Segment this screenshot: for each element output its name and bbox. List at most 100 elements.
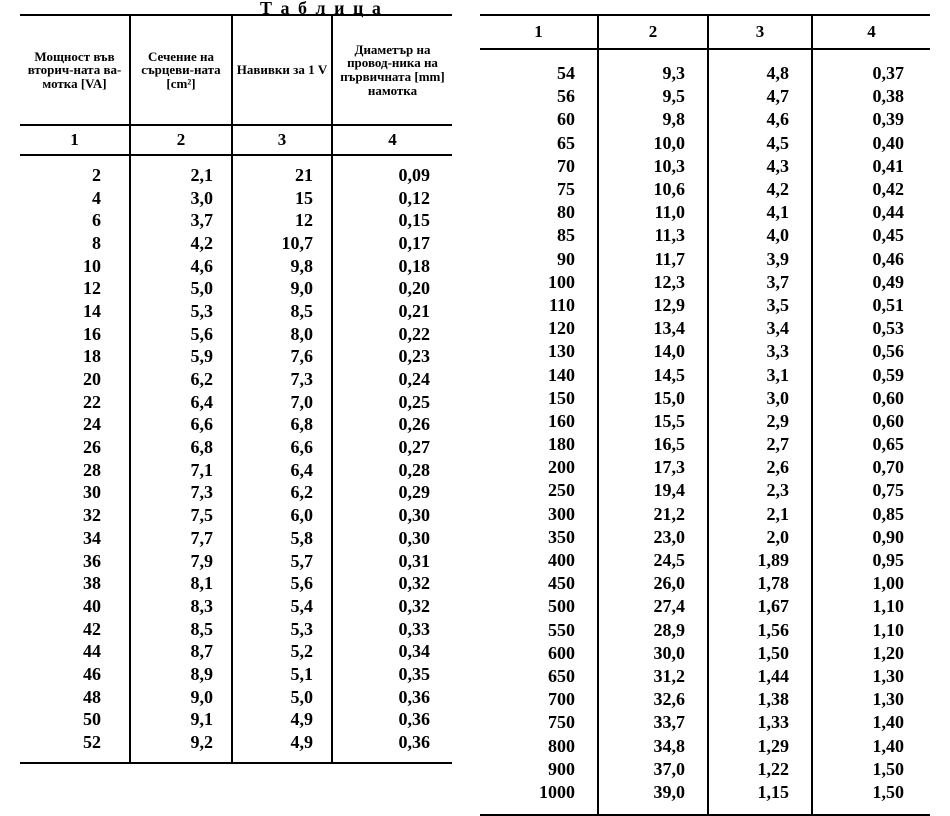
table-cell: 0,24 bbox=[332, 368, 452, 391]
table-cell: 10 bbox=[20, 255, 130, 278]
table-cell: 20 bbox=[20, 368, 130, 391]
table-cell: 4,9 bbox=[232, 731, 332, 754]
table-row: 408,35,40,32 bbox=[20, 595, 452, 618]
table-row: 84,210,70,17 bbox=[20, 232, 452, 255]
table-cell: 5,6 bbox=[130, 323, 232, 346]
table-cell: 2,3 bbox=[708, 479, 812, 502]
table-cell: 1,30 bbox=[812, 665, 930, 688]
table-cell: 0,35 bbox=[332, 663, 452, 686]
table-row: 266,86,60,27 bbox=[20, 436, 452, 459]
table-row: 63,7120,15 bbox=[20, 209, 452, 232]
table-cell: 180 bbox=[480, 433, 598, 456]
table-cell: 1,10 bbox=[812, 619, 930, 642]
left-header-1: Мощност във вторич-ната ва-мотка [VA] bbox=[20, 15, 130, 125]
table-cell: 5,0 bbox=[232, 686, 332, 709]
table-row: 20017,32,60,70 bbox=[480, 456, 930, 479]
table-row: 18016,52,70,65 bbox=[480, 433, 930, 456]
table-cell: 4 bbox=[20, 187, 130, 210]
table-cell: 14,5 bbox=[598, 363, 708, 386]
table-cell: 8,1 bbox=[130, 572, 232, 595]
table-cell: 17,3 bbox=[598, 456, 708, 479]
table-cell: 28 bbox=[20, 459, 130, 482]
table-row: 75033,71,331,40 bbox=[480, 711, 930, 734]
table-cell: 3,0 bbox=[130, 187, 232, 210]
table-row: 287,16,40,28 bbox=[20, 459, 452, 482]
table-cell: 9,8 bbox=[598, 108, 708, 131]
table-cell: 21,2 bbox=[598, 503, 708, 526]
table-cell: 0,85 bbox=[812, 503, 930, 526]
table-cell: 32 bbox=[20, 504, 130, 527]
table-cell: 350 bbox=[480, 526, 598, 549]
table-cell: 5,6 bbox=[232, 572, 332, 595]
table-row: 100039,01,151,50 bbox=[480, 781, 930, 804]
right-numheader-row: 1 2 3 4 bbox=[480, 15, 930, 49]
table-cell: 0,30 bbox=[332, 504, 452, 527]
table-cell: 0,53 bbox=[812, 317, 930, 340]
table-cell: 52 bbox=[20, 731, 130, 754]
table-cell: 42 bbox=[20, 618, 130, 641]
table-row: 7010,34,30,41 bbox=[480, 155, 930, 178]
table-cell: 10,7 bbox=[232, 232, 332, 255]
table-cell: 26 bbox=[20, 436, 130, 459]
table-cell: 8 bbox=[20, 232, 130, 255]
table-cell: 4,5 bbox=[708, 132, 812, 155]
table-cell: 1000 bbox=[480, 781, 598, 804]
table-cell: 0,32 bbox=[332, 572, 452, 595]
right-numheader-1: 1 bbox=[480, 15, 598, 49]
table-row: 185,97,60,23 bbox=[20, 346, 452, 369]
table-cell: 250 bbox=[480, 479, 598, 502]
table-cell: 8,5 bbox=[232, 300, 332, 323]
left-numheader-1: 1 bbox=[20, 125, 130, 155]
table-cell: 200 bbox=[480, 456, 598, 479]
table-cell: 38 bbox=[20, 572, 130, 595]
table-cell: 0,56 bbox=[812, 340, 930, 363]
table-cell: 9,0 bbox=[232, 277, 332, 300]
table-cell: 450 bbox=[480, 572, 598, 595]
table-cell: 2,1 bbox=[708, 503, 812, 526]
table-cell: 3,1 bbox=[708, 363, 812, 386]
table-cell: 6,2 bbox=[232, 482, 332, 505]
table-cell: 0,12 bbox=[332, 187, 452, 210]
table-row: 468,95,10,35 bbox=[20, 663, 452, 686]
table-cell: 0,29 bbox=[332, 482, 452, 505]
table-cell: 12,3 bbox=[598, 271, 708, 294]
table-cell: 0,26 bbox=[332, 414, 452, 437]
table-cell: 33,7 bbox=[598, 711, 708, 734]
table-caption: Т а б л и ц а bbox=[260, 0, 383, 19]
table-row: 428,55,30,33 bbox=[20, 618, 452, 641]
table-cell: 75 bbox=[480, 178, 598, 201]
table-cell: 150 bbox=[480, 387, 598, 410]
table-cell: 8,9 bbox=[130, 663, 232, 686]
table-cell: 60 bbox=[480, 108, 598, 131]
left-spacer bbox=[20, 155, 452, 164]
table-cell: 0,46 bbox=[812, 248, 930, 271]
left-table-wrap: Мощност във вторич-ната ва-мотка [VA] Се… bbox=[20, 14, 452, 792]
table-row: 15015,03,00,60 bbox=[480, 387, 930, 410]
table-cell: 5,4 bbox=[232, 595, 332, 618]
table-cell: 12 bbox=[232, 209, 332, 232]
table-cell: 650 bbox=[480, 665, 598, 688]
table-cell: 4,9 bbox=[232, 709, 332, 732]
page: Т а б л и ц а Мощност във вторич-ната ва… bbox=[0, 0, 950, 810]
table-row: 206,27,30,24 bbox=[20, 368, 452, 391]
table-cell: 22 bbox=[20, 391, 130, 414]
table-cell: 0,27 bbox=[332, 436, 452, 459]
left-header-row: Мощност във вторич-ната ва-мотка [VA] Се… bbox=[20, 15, 452, 125]
table-row: 55028,91,561,10 bbox=[480, 619, 930, 642]
table-cell: 6 bbox=[20, 209, 130, 232]
table-cell: 30,0 bbox=[598, 642, 708, 665]
table-cell: 5,9 bbox=[130, 346, 232, 369]
table-cell: 3,9 bbox=[708, 248, 812, 271]
table-cell: 48 bbox=[20, 686, 130, 709]
right-numheader-4: 4 bbox=[812, 15, 930, 49]
table-cell: 4,6 bbox=[708, 108, 812, 131]
table-cell: 500 bbox=[480, 595, 598, 618]
left-table: Мощност във вторич-ната ва-мотка [VA] Се… bbox=[20, 14, 452, 764]
table-row: 8011,04,10,44 bbox=[480, 201, 930, 224]
table-row: 549,34,80,37 bbox=[480, 62, 930, 85]
table-cell: 6,6 bbox=[130, 414, 232, 437]
table-row: 90037,01,221,50 bbox=[480, 758, 930, 781]
left-bottom-spacer bbox=[20, 754, 452, 763]
table-cell: 0,95 bbox=[812, 549, 930, 572]
table-row: 367,95,70,31 bbox=[20, 550, 452, 573]
